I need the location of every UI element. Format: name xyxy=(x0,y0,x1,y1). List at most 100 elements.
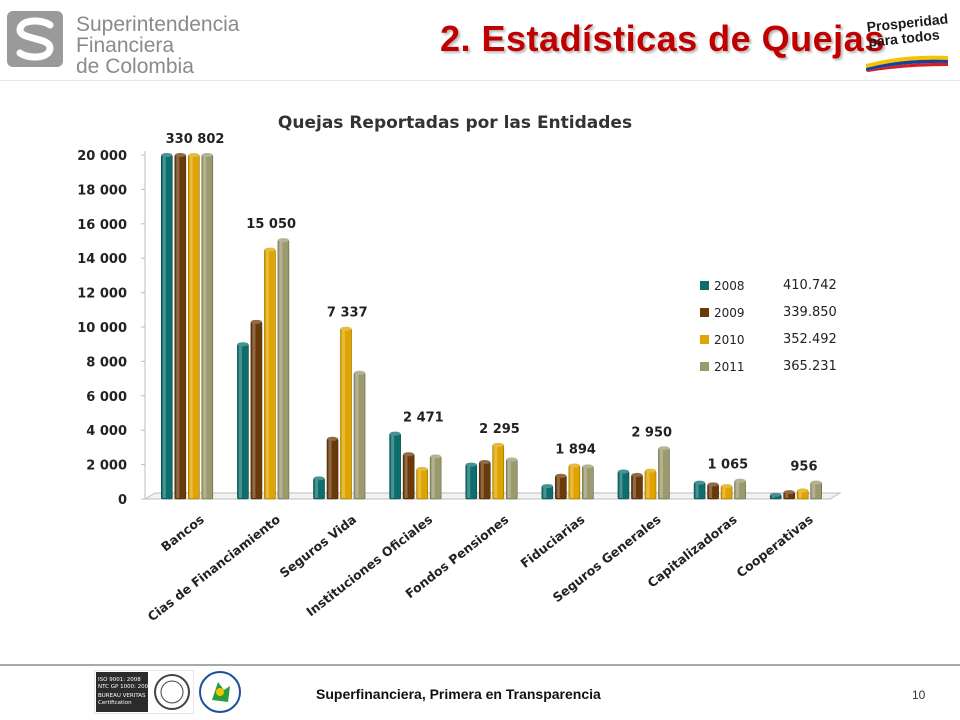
bar-highlight xyxy=(404,455,408,498)
bar-highlight xyxy=(480,463,484,498)
bar-highlight xyxy=(431,457,435,498)
bar-cap xyxy=(340,326,352,331)
superfinanciera-logo: Superintendencia Financiera de Colombia xyxy=(6,10,240,77)
bar-highlight xyxy=(342,329,346,498)
prosperidad-logo: Prosperidad para todos xyxy=(864,10,950,72)
bar-cap xyxy=(403,452,415,457)
bar-highlight xyxy=(328,439,332,498)
bar-cap xyxy=(465,462,477,467)
bar-highlight xyxy=(695,483,699,498)
category-label: Bancos xyxy=(158,512,207,555)
bar-cap xyxy=(568,463,580,468)
bar-highlight xyxy=(162,156,166,498)
category-label: Seguros Vida xyxy=(277,512,360,581)
y-tick-label: 18 000 xyxy=(77,183,127,198)
bar-highlight xyxy=(467,465,471,498)
bar-cap xyxy=(264,247,276,252)
bar-highlight xyxy=(265,250,269,498)
legend-total: 410.742 xyxy=(783,278,837,293)
bar-cap xyxy=(430,454,442,459)
bar-cap xyxy=(201,153,213,157)
bar-cap xyxy=(327,436,339,441)
bar-highlight xyxy=(252,322,256,498)
category-label: Instituciones Oficiales xyxy=(303,512,435,620)
bar-cap xyxy=(188,153,200,157)
category-label: Cias de Financiamiento xyxy=(145,511,284,624)
chart-title: Quejas Reportadas por las Entidades xyxy=(278,113,632,133)
header-divider xyxy=(0,80,960,81)
cert-line-1: ISO 9001: 2008 xyxy=(98,677,141,683)
legend-label: 2008 xyxy=(714,279,745,293)
bar-highlight xyxy=(494,445,498,498)
logo-line-2: Financiera xyxy=(76,34,175,57)
bar-cap xyxy=(555,473,567,478)
bar-cap xyxy=(506,457,518,462)
data-label: 956 xyxy=(790,460,817,475)
bar-cap xyxy=(783,490,795,495)
bar-cap xyxy=(416,466,428,471)
bar-cap xyxy=(797,488,809,493)
bar-highlight xyxy=(203,156,207,498)
bar-cap xyxy=(721,484,733,489)
bar-cap xyxy=(617,469,629,474)
y-tick-label: 16 000 xyxy=(77,218,127,233)
bar-cap xyxy=(161,153,173,157)
legend-total: 365.231 xyxy=(783,359,837,374)
bar-cap xyxy=(250,319,262,324)
bar-highlight xyxy=(736,481,740,498)
bar-highlight xyxy=(771,495,775,498)
bar-highlight xyxy=(418,469,422,498)
y-tick-label: 20 000 xyxy=(77,149,127,164)
bar-cap xyxy=(707,482,719,487)
page-number: 10 xyxy=(912,688,926,702)
bar-cap xyxy=(582,464,594,469)
iso-certification-badge-icon: ISO 9001: 2008 NTC GP 1000: 2009 BUREAU … xyxy=(94,670,194,714)
bar-cap xyxy=(734,478,746,483)
bar-cap xyxy=(644,468,656,473)
y-tick-label: 6 000 xyxy=(86,390,127,405)
bar-highlight xyxy=(659,449,663,498)
data-label: 1 894 xyxy=(555,442,596,457)
bar-highlight xyxy=(507,460,511,498)
bar-cap xyxy=(694,480,706,485)
bar-cap xyxy=(354,370,366,375)
bar-highlight xyxy=(570,466,574,498)
cert-line-3: BUREAU VERITAS xyxy=(98,693,146,699)
y-tick-label: 10 000 xyxy=(77,321,127,336)
bar-cap xyxy=(492,442,504,447)
bar-cap xyxy=(479,460,491,465)
bar-highlight xyxy=(315,479,319,498)
category-label: Cooperativas xyxy=(734,512,816,581)
legend-label: 2010 xyxy=(714,333,745,347)
y-tick-label: 2 000 xyxy=(86,459,127,474)
data-label: 330 802 xyxy=(166,132,225,147)
logo-line-3: de Colombia xyxy=(76,55,194,78)
data-label: 2 950 xyxy=(631,425,672,440)
bar-highlight xyxy=(722,487,726,498)
footer-tagline: Superfinanciera, Primera en Transparenci… xyxy=(316,686,601,702)
y-tick-label: 12 000 xyxy=(77,287,127,302)
cert-line-2: NTC GP 1000: 2009 xyxy=(98,684,152,690)
bar-highlight xyxy=(391,434,395,498)
bar-cap xyxy=(658,446,670,451)
data-label: 2 295 xyxy=(479,422,520,437)
bar-highlight xyxy=(646,471,650,498)
bar-cap xyxy=(810,480,822,485)
bar-cap xyxy=(277,238,289,243)
data-label: 1 065 xyxy=(707,458,748,473)
legend-swatch-2010 xyxy=(700,335,709,344)
legend-swatch-2008 xyxy=(700,281,709,290)
bar-highlight xyxy=(709,485,713,498)
bar-highlight xyxy=(812,483,816,498)
slide-title: 2. Estadísticas de Quejas xyxy=(440,18,885,59)
category-label: Fiduciarias xyxy=(517,512,587,571)
logo-line-1: Superintendencia xyxy=(76,13,240,36)
legend-swatch-2011 xyxy=(700,362,709,371)
y-tick-label: 8 000 xyxy=(86,355,127,370)
legend-label: 2011 xyxy=(714,360,745,374)
bar-highlight xyxy=(785,493,789,498)
bar-cap xyxy=(174,153,186,157)
bar-highlight xyxy=(556,476,560,498)
bar-cap xyxy=(237,342,249,347)
cert-line-4: Certification xyxy=(98,700,132,706)
